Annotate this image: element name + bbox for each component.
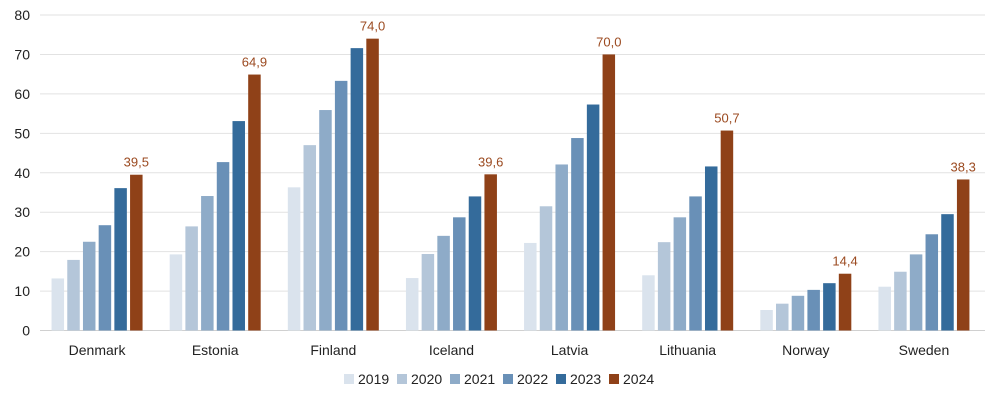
bar-2023 — [114, 188, 127, 331]
bar-2021 — [437, 235, 450, 331]
bar-2024 — [248, 74, 261, 331]
bar-2022 — [807, 289, 820, 331]
legend-label: 2021 — [464, 371, 495, 387]
x-tick-label: Estonia — [192, 342, 239, 358]
data-label: 74,0 — [360, 19, 385, 34]
legend-swatch-2022 — [503, 374, 513, 384]
data-label: 64,9 — [242, 55, 267, 70]
y-tick-label: 0 — [22, 323, 30, 339]
bar-2022 — [689, 196, 702, 331]
legend-label: 2024 — [623, 371, 654, 387]
bar-2019 — [878, 286, 891, 331]
bar-2020 — [776, 303, 789, 331]
bar-2022 — [571, 138, 584, 331]
x-tick-label: Denmark — [69, 342, 127, 358]
bar-2020 — [657, 242, 671, 331]
bar-2023 — [941, 214, 954, 331]
bar-2020 — [67, 259, 80, 331]
x-tick-label: Iceland — [429, 342, 474, 358]
bar-2021 — [673, 217, 687, 331]
bar-2024 — [720, 130, 734, 331]
bar-2022 — [216, 162, 230, 331]
bar-2019 — [405, 278, 419, 331]
bar-2020 — [303, 145, 317, 331]
bar-2021 — [82, 241, 96, 331]
bar-2019 — [51, 278, 65, 331]
bar-2022 — [925, 234, 939, 331]
legend-label: 2020 — [411, 371, 442, 387]
bar-2024 — [130, 174, 143, 331]
bar-2022 — [453, 217, 466, 331]
bar-2024 — [602, 54, 616, 331]
y-tick-label: 30 — [14, 204, 30, 220]
legend-swatch-2020 — [397, 374, 407, 384]
data-label: 70,0 — [596, 34, 621, 49]
legend-label: 2019 — [358, 371, 389, 387]
data-label: 39,6 — [478, 154, 503, 169]
data-label: 14,4 — [832, 254, 857, 269]
data-label: 50,7 — [714, 111, 739, 126]
bar-2024 — [956, 179, 970, 331]
bar-2023 — [586, 104, 600, 331]
bar-2019 — [287, 187, 301, 331]
legend-swatch-2019 — [344, 374, 354, 384]
bar-2024 — [484, 174, 497, 331]
x-tick-label: Sweden — [899, 342, 950, 358]
y-tick-label: 60 — [14, 86, 30, 102]
bar-2023 — [704, 166, 718, 331]
bar-2023 — [823, 283, 836, 331]
y-tick-label: 20 — [14, 244, 30, 260]
bar-2022 — [98, 225, 112, 331]
y-tick-label: 50 — [14, 125, 30, 141]
x-tick-label: Norway — [782, 342, 829, 358]
bar-2023 — [468, 196, 482, 331]
bar-2023 — [232, 121, 245, 331]
bar-2021 — [791, 295, 805, 331]
bar-2023 — [350, 48, 364, 331]
x-tick-label: Latvia — [551, 342, 589, 358]
bar-2021 — [319, 110, 332, 331]
bar-2019 — [642, 275, 655, 331]
legend-swatch-2023 — [556, 374, 566, 384]
bar-2020 — [421, 253, 435, 331]
bar-2020 — [894, 271, 907, 331]
y-tick-label: 10 — [14, 283, 30, 299]
bar-2019 — [760, 309, 773, 331]
legend-label: 2023 — [570, 371, 601, 387]
y-tick-label: 40 — [14, 165, 30, 181]
bar-2021 — [201, 196, 214, 331]
bar-2019 — [524, 242, 537, 331]
x-tick-label: Finland — [310, 342, 356, 358]
bar-2019 — [169, 254, 183, 331]
legend-label: 2022 — [517, 371, 548, 387]
bar-2020 — [185, 226, 198, 331]
data-label: 38,3 — [951, 159, 976, 174]
bar-2021 — [909, 254, 923, 331]
legend-swatch-2021 — [450, 374, 460, 384]
y-tick-label: 80 — [14, 7, 30, 23]
bar-2020 — [539, 206, 553, 331]
x-tick-label: Lithuania — [659, 342, 716, 358]
y-tick-label: 70 — [14, 46, 30, 62]
bar-2024 — [366, 38, 379, 331]
bar-2021 — [555, 164, 568, 331]
data-label: 39,5 — [124, 155, 149, 170]
bar-2022 — [334, 80, 348, 331]
bar-2024 — [838, 273, 852, 331]
legend-swatch-2024 — [609, 374, 619, 384]
